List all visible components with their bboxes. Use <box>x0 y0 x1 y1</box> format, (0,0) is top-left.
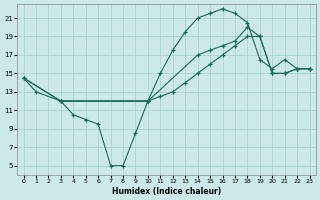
X-axis label: Humidex (Indice chaleur): Humidex (Indice chaleur) <box>112 187 221 196</box>
